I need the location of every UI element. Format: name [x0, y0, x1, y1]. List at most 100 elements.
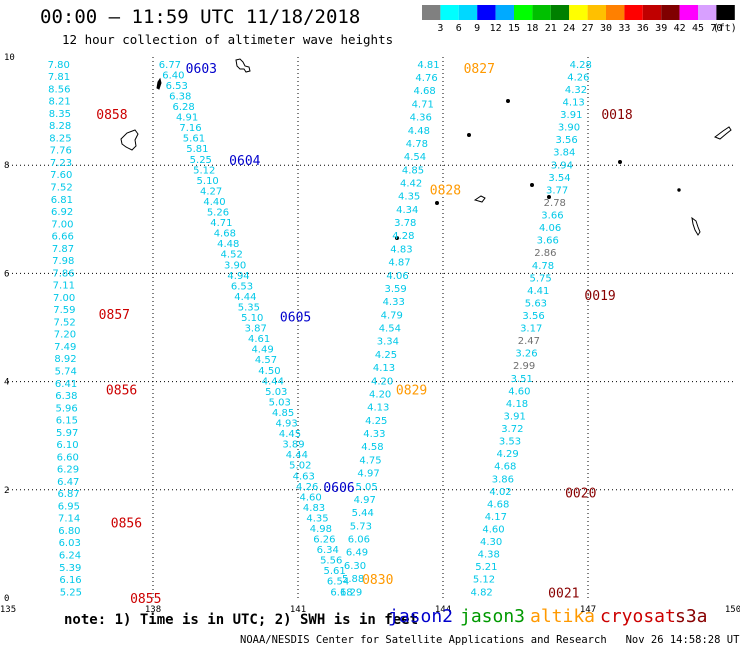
wave-height-value: 6.18: [330, 587, 352, 598]
footer-note: note: 1) Time is in UTC; 2) SWH is in fe…: [64, 612, 419, 628]
wave-height-value: 6.47: [57, 477, 79, 488]
altimeter-tracks: 7.807.818.56 8.218.358.288.25 7.767.237.60…: [48, 60, 592, 598]
wave-height-value: 3.90: [558, 123, 580, 134]
wave-height-value: 6.38: [169, 91, 191, 102]
wave-height-value: 7.60: [50, 170, 72, 181]
island-shape: [506, 99, 510, 103]
colorbar-swatch: [422, 5, 441, 20]
wave-height-value: 4.44: [286, 450, 308, 461]
colorbar-swatch: [661, 5, 680, 20]
wave-height-value: 7.86: [52, 268, 74, 279]
wave-height-value: 4.91: [176, 113, 198, 124]
wave-height-value: 4.40: [203, 197, 225, 208]
wave-height-value: 4.79: [381, 310, 403, 321]
wave-height-value: 7.76: [50, 146, 72, 157]
wave-height-value: 4.94: [227, 271, 249, 282]
wave-height-value: 5.05: [356, 482, 378, 493]
wave-height-value: 4.85: [272, 408, 294, 419]
wave-height-value: 6.92: [51, 207, 73, 218]
legend-jason2: jason2: [388, 606, 454, 627]
wave-height-value: 4.44: [234, 292, 256, 303]
wave-height-value: 6.53: [166, 81, 188, 92]
y-tick-label: 8: [4, 161, 9, 171]
colorbar-swatch: [716, 5, 735, 20]
colorbar-swatch: [550, 5, 570, 20]
wave-height-value: 6.06: [348, 535, 370, 546]
wave-height-value: 4.97: [354, 495, 376, 506]
wave-height-value: 3.84: [553, 148, 575, 159]
pass-time-label: 0606: [323, 481, 354, 496]
wave-height-value: 4.48: [217, 239, 239, 250]
wave-height-value: 7.98: [52, 256, 74, 267]
wave-height-value: 3.90: [224, 260, 246, 271]
wave-height-value: 6.95: [58, 501, 80, 512]
wave-height-value: 5.97: [56, 428, 78, 439]
pass-time-label: 0604: [229, 154, 260, 169]
wave-height-value: 4.54: [404, 152, 426, 163]
wave-height-value: 6.26: [313, 535, 335, 546]
colorbar-label: 45: [692, 23, 704, 34]
wave-height-value: 4.29: [496, 449, 518, 460]
colorbar-swatch: [458, 5, 478, 20]
island-shape: [713, 126, 732, 140]
wave-height-value: 4.27: [200, 186, 222, 197]
wave-height-value: 8.21: [48, 97, 70, 108]
wave-height-value: 4.33: [363, 429, 385, 440]
colorbar-label: 39: [655, 23, 667, 34]
colorbar-label: 70: [710, 23, 722, 34]
colorbar-label: 12: [490, 23, 502, 34]
wave-height-value: 4.49: [251, 345, 273, 356]
wave-height-value: 4.13: [563, 97, 585, 108]
pass-time-label: 0019: [584, 289, 615, 304]
wave-height-value: 4.60: [508, 386, 530, 397]
colorbar-swatch: [514, 5, 533, 20]
island-shape: [691, 216, 701, 236]
island-shape: [547, 195, 551, 199]
wave-height-value: 3.66: [537, 236, 559, 247]
wave-height-value: 7.00: [53, 293, 75, 304]
island-shape: [435, 201, 439, 205]
colorbar-unit: (ft): [713, 23, 737, 34]
wave-height-value: 4.26: [567, 72, 589, 83]
wave-height-value: 5.03: [269, 397, 291, 408]
wave-height-value: 3.56: [522, 311, 544, 322]
pass-time-label: 0018: [601, 108, 632, 123]
wave-height-value: 7.87: [52, 244, 74, 255]
wave-height-value: 4.78: [532, 261, 554, 272]
colorbar: 3 6 9 12 15 18 21 24 27 30 33 36 39 42 45 70(ft): [422, 5, 737, 34]
wave-height-value: 4.20: [369, 389, 391, 400]
wave-height-value: 4.44: [262, 376, 284, 387]
wave-height-value: 6.15: [56, 416, 78, 427]
wave-height-value: 4.41: [527, 286, 549, 297]
wave-height-value: 6.41: [55, 379, 77, 390]
island-shape: [677, 188, 681, 192]
x-tick-label: 150: [725, 605, 740, 615]
colorbar-label: 15: [508, 23, 520, 34]
wave-height-value: 4.63: [293, 471, 315, 482]
wave-height-value: 7.00: [51, 219, 73, 230]
wave-height-value: 6.54: [327, 577, 349, 588]
wave-height-value: 2.99: [513, 361, 535, 372]
wave-height-value: 5.12: [193, 165, 215, 176]
wave-height-value: 6.29: [57, 465, 79, 476]
wave-height-value: 5.74: [55, 366, 77, 377]
pass-time-label: 0830: [362, 573, 393, 588]
wave-height-value: 5.35: [238, 302, 260, 313]
wave-height-value: 4.18: [506, 399, 528, 410]
y-tick-label: 0: [4, 594, 9, 604]
legend-cryosat: cryosat: [600, 606, 676, 627]
wave-height-value: 3.91: [504, 411, 526, 422]
map-grid: 135 138 141 144 147 150 0 2 4 6 8 10: [0, 53, 740, 615]
legend-s3a: s3a: [675, 606, 708, 627]
wave-height-value: 4.13: [373, 363, 395, 374]
wave-height-value: 4.45: [279, 429, 301, 440]
wave-height-value: 4.83: [390, 244, 412, 255]
wave-height-value: 6.81: [51, 195, 73, 206]
x-tick-label: 141: [290, 605, 306, 615]
wave-height-value: 5.73: [350, 521, 372, 532]
wave-height-value: 4.78: [406, 139, 428, 150]
pass-time-label: 0829: [396, 384, 427, 399]
land-islands: [120, 58, 732, 240]
pass-time-labels: 0603 0604 0605 0606 0827 0828 0829 0830 0858 0857…: [96, 62, 632, 607]
